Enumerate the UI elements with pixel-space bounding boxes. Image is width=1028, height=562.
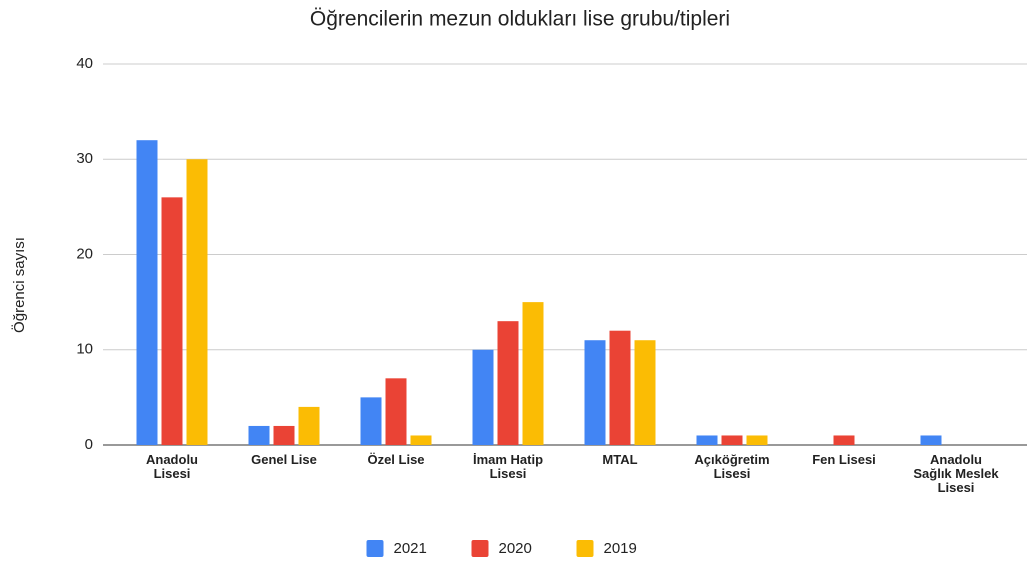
- bar: [833, 435, 855, 445]
- bar: [136, 140, 158, 445]
- bar: [385, 378, 407, 445]
- x-tick-label: Fen Lisesi: [812, 452, 876, 467]
- legend-label: 2021: [394, 540, 427, 557]
- chart-title: Öğrencilerin mezun oldukları lise grubu/…: [310, 8, 730, 31]
- y-axis-label: Öğrenci sayısı: [10, 237, 28, 333]
- x-tick-label: Genel Lise: [251, 452, 317, 467]
- bar: [410, 435, 432, 445]
- legend-swatch: [366, 540, 384, 557]
- x-tick-label: İmam Hatip Lisesi: [472, 452, 544, 481]
- x-tick-label: Açıköğretim Lisesi: [694, 452, 770, 481]
- y-tick-label: 40: [76, 55, 93, 72]
- bar: [920, 435, 942, 445]
- bar: [522, 302, 544, 445]
- bar: [360, 397, 382, 445]
- legend-swatch: [576, 540, 594, 557]
- legend-swatch: [471, 540, 489, 557]
- y-tick-label: 0: [85, 436, 93, 453]
- y-tick-label: 30: [76, 150, 93, 167]
- x-tick-label: Anadolu Lisesi: [146, 452, 198, 481]
- x-tick-label: MTAL: [602, 452, 638, 467]
- bar: [472, 349, 494, 445]
- x-tick-label: Özel Lise: [367, 452, 425, 467]
- bar: [186, 159, 208, 445]
- bar: [161, 197, 183, 445]
- x-tick-label: Anadolu Sağlık Meslek Lisesi: [913, 452, 999, 495]
- legend-label: 2020: [499, 540, 532, 557]
- bar: [497, 321, 519, 445]
- bar: [696, 435, 718, 445]
- bar: [721, 435, 743, 445]
- bar: [609, 330, 631, 445]
- bar: [584, 340, 606, 445]
- bar: [746, 435, 768, 445]
- bar: [273, 425, 295, 445]
- bar: [298, 406, 320, 445]
- y-tick-label: 10: [76, 341, 93, 358]
- legend-label: 2019: [604, 540, 637, 557]
- y-tick-label: 20: [76, 245, 93, 262]
- bar: [248, 425, 270, 445]
- bar: [634, 340, 656, 445]
